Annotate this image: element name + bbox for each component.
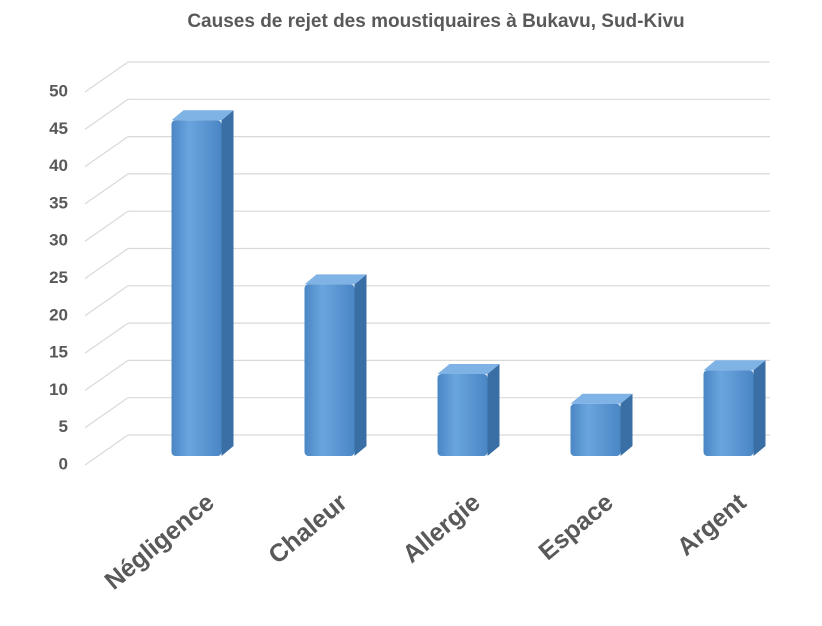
y-tick-label: 25 bbox=[49, 268, 68, 287]
bar bbox=[171, 110, 234, 457]
grid-line bbox=[84, 285, 129, 317]
y-tick-label: 20 bbox=[49, 305, 68, 324]
x-tick-label: Chaleur bbox=[263, 488, 353, 569]
bar bbox=[703, 360, 766, 456]
grid-line bbox=[84, 248, 129, 279]
grid-line bbox=[84, 434, 129, 466]
bar bbox=[570, 393, 633, 456]
y-tick-label: 5 bbox=[59, 417, 68, 436]
grid-line bbox=[84, 322, 129, 354]
grid-line bbox=[84, 173, 129, 205]
bar bbox=[437, 363, 500, 456]
y-tick-label: 45 bbox=[49, 119, 68, 138]
y-tick-label: 30 bbox=[49, 231, 68, 250]
y-tick-label: 35 bbox=[49, 193, 68, 212]
y-tick-label: 40 bbox=[49, 156, 68, 175]
grid-line bbox=[84, 61, 129, 93]
y-tick-label: 50 bbox=[49, 81, 68, 100]
grid-line bbox=[84, 210, 129, 242]
x-tick-label: Allergie bbox=[397, 488, 485, 568]
y-tick-label: 15 bbox=[49, 343, 68, 362]
grid-line bbox=[84, 136, 129, 168]
x-tick-label: Négligence bbox=[99, 488, 219, 595]
bar bbox=[304, 274, 367, 456]
y-tick-label: 0 bbox=[59, 454, 68, 473]
x-tick-label: Espace bbox=[534, 488, 619, 566]
x-tick-label: Argent bbox=[672, 488, 752, 562]
grid-line bbox=[84, 98, 129, 130]
grid-line bbox=[84, 397, 129, 429]
chart-title: Causes de rejet des moustiquaires à Buka… bbox=[187, 11, 684, 32]
y-tick-label: 10 bbox=[49, 380, 68, 399]
grid-line bbox=[84, 359, 129, 391]
